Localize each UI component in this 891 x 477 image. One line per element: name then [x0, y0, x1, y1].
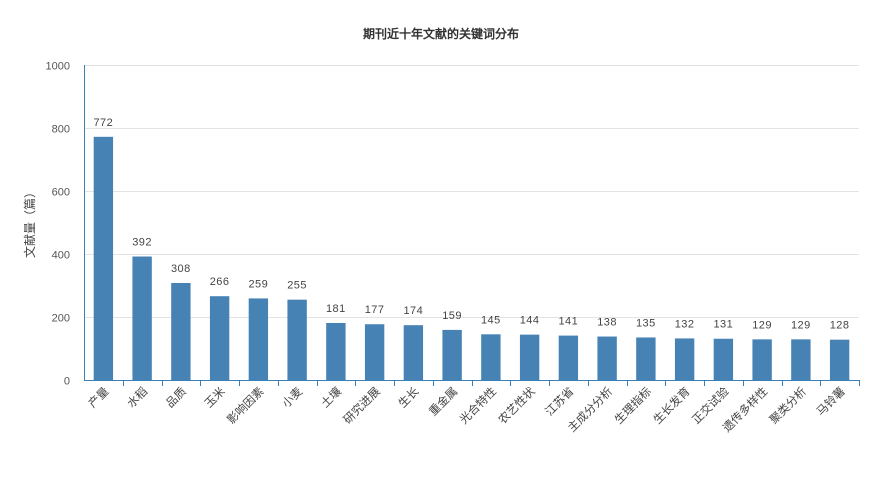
data-label: 174	[403, 305, 423, 317]
bars	[93, 136, 850, 380]
grid-lines	[84, 65, 859, 318]
data-label: 141	[558, 316, 578, 328]
x-tick-label: 生理指标	[612, 384, 654, 426]
data-label: 135	[636, 317, 656, 329]
x-tick-label: 土壤	[318, 384, 345, 411]
x-tick-label: 重金属	[426, 384, 460, 418]
x-tick-label: 生长	[395, 384, 422, 411]
data-label: 266	[210, 276, 230, 288]
data-label: 131	[713, 319, 733, 331]
y-tick-label: 1000	[46, 61, 70, 73]
x-tick-label: 马铃薯	[813, 384, 847, 418]
bar	[752, 339, 772, 380]
bar	[713, 338, 734, 380]
x-tick-label: 品质	[163, 384, 189, 410]
bar	[636, 337, 656, 380]
data-label: 128	[830, 320, 850, 332]
x-tick-label: 聚类分析	[767, 384, 809, 426]
data-label: 181	[326, 303, 346, 315]
y-tick-label: 0	[64, 376, 70, 388]
y-axis-label: 文献量（篇）	[22, 186, 37, 258]
x-tick-label: 江苏省	[542, 384, 576, 418]
x-tick-label: 农艺性状	[495, 384, 538, 427]
bar	[132, 256, 152, 380]
x-tick-label: 产量	[85, 384, 111, 410]
data-label: 259	[248, 278, 268, 290]
data-labels: 772 392 308 266 259 255 181 177 174 159 145 144 141 1…	[93, 117, 849, 332]
y-tick-label: 800	[52, 124, 70, 136]
data-label: 132	[675, 318, 695, 330]
y-tick-label: 400	[52, 250, 70, 262]
x-tick-label: 玉米	[202, 384, 229, 411]
bar	[171, 282, 191, 380]
data-label: 255	[287, 280, 307, 292]
bar	[403, 325, 424, 380]
bar	[481, 334, 501, 380]
bar	[829, 339, 850, 380]
data-label: 129	[791, 319, 811, 331]
x-tick-label: 研究进展	[340, 384, 383, 427]
data-label: 144	[520, 315, 540, 327]
chart-title: 期刊近十年文献的关键词分布	[363, 26, 519, 41]
bar	[287, 299, 307, 380]
data-label: 772	[93, 117, 113, 129]
x-tick-label: 生长发育	[650, 384, 692, 426]
x-tick-label: 水稻	[124, 384, 150, 410]
bar	[364, 324, 385, 380]
data-label: 392	[132, 237, 152, 249]
bar	[209, 296, 230, 380]
bar	[93, 136, 114, 380]
data-label: 129	[752, 319, 772, 331]
bar	[597, 336, 617, 380]
bar	[674, 338, 695, 380]
bar	[326, 322, 346, 380]
data-label: 145	[481, 314, 501, 326]
y-tick-label: 200	[52, 313, 70, 325]
data-label: 177	[365, 304, 385, 316]
x-tick-label: 影响因素	[224, 384, 266, 426]
bar	[791, 339, 811, 380]
x-tick-label: 光合特性	[457, 384, 499, 426]
bar	[248, 298, 269, 380]
data-label: 138	[597, 317, 617, 329]
x-tick-label: 小麦	[279, 384, 306, 411]
bar	[442, 329, 462, 380]
bar	[519, 334, 540, 380]
y-axis-ticks: 0 200 400 600 800 1000	[46, 61, 70, 388]
data-label: 159	[442, 310, 462, 322]
y-tick-label: 600	[52, 187, 70, 199]
bar	[558, 335, 579, 380]
data-label: 308	[171, 263, 191, 275]
